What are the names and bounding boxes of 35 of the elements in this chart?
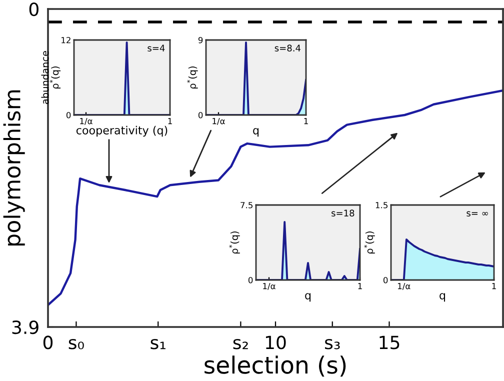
x-axis-title: q [253,128,259,137]
y-axis-title: ρ$^{*}$(q) [364,232,375,254]
x-axis-title: q [440,293,446,302]
x-tick-label: 1 [304,118,308,124]
y-tick-label: 1.5 [376,202,388,208]
x-tick-label: 1/α [212,118,225,125]
y-tick-label: 9 [198,36,203,44]
x-tick-label: s₂ [233,338,248,350]
x-tick-label: s₃ [325,338,340,350]
x-tick-label: 1/α [80,118,92,125]
line-series [48,89,503,306]
x-tick-label: 1 [358,283,362,290]
annotation: s=4 [148,44,165,52]
x-tick-label: 1 [492,283,496,290]
y-axis-title: polymorphism [3,90,25,246]
y-tick-label: 3.9 [12,320,38,334]
y-axis-title: ρ$^{*}$(q) [229,232,240,254]
x-tick-label: 1/α [263,283,276,290]
y-tick-label: 12 [62,36,70,44]
x-tick-label: 10 [266,336,286,350]
x-tick-label: 0 [43,336,53,350]
annotation: s=18 [332,210,354,216]
y-tick-label: 7.5 [240,202,252,208]
x-axis-title: cooperativity (q) [76,126,168,137]
annotation: s=8.4 [274,44,300,52]
x-axis-title: selection (s) [204,356,346,377]
x-tick-label: s₀ [68,338,84,350]
annotation: s= ∞ [466,211,488,216]
x-axis-title: q [305,293,311,302]
x-tick-label: s₁ [150,338,166,350]
y-axis-title: abundance ρ$^{*}$(q) [41,50,61,104]
x-tick-label: 15 [380,336,400,350]
y-axis-title: ρ$^{*}$(q) [187,66,198,88]
x-tick-label: 1/α [398,283,410,290]
x-tick-label: 1 [168,118,172,124]
